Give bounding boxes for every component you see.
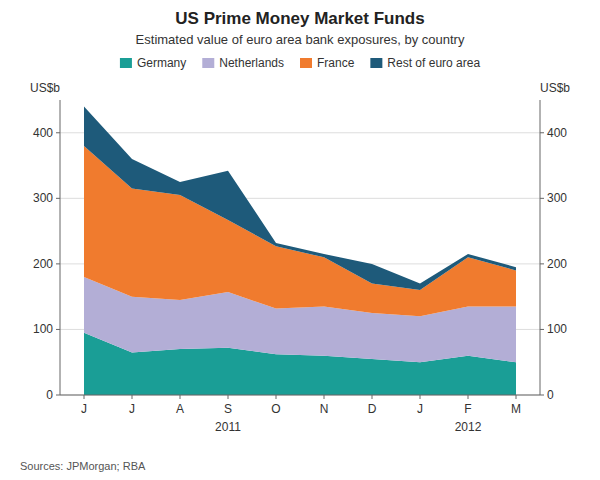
x-tick [324, 395, 325, 399]
x-tick-label: J [417, 402, 423, 416]
legend-item: Netherlands [202, 56, 284, 70]
chart-container: US Prime Money Market Funds Estimated val… [0, 0, 600, 480]
legend-label: France [317, 56, 355, 70]
y2-tick [540, 395, 544, 396]
x-tick-label: A [176, 402, 184, 416]
x-tick [180, 395, 181, 399]
y2-tick [540, 198, 544, 199]
legend-label: Germany [137, 56, 186, 70]
x-tick [228, 395, 229, 399]
y2-tick [540, 329, 544, 330]
legend-swatch [300, 58, 312, 68]
x-tick-label: J [81, 402, 87, 416]
chart-svg: US Prime Money Market Funds Estimated val… [0, 0, 600, 480]
legend-item: Rest of euro area [370, 56, 480, 70]
y-tick [56, 329, 60, 330]
axes: 0 100 200 300 400 0 100 200 300 400 J J A S O N D J F M [33, 100, 567, 416]
source: Sources: JPMorgan; RBA [20, 460, 146, 472]
x-tick-label: J [129, 402, 135, 416]
year-label: 2011 [215, 420, 241, 434]
y2-tick-label: 300 [547, 191, 567, 205]
y2-tick-label: 0 [547, 388, 554, 402]
y2-tick-label: 100 [547, 322, 567, 336]
x-tick [372, 395, 373, 399]
y-tick [56, 395, 60, 396]
x-tick [468, 395, 469, 399]
y2-axis-label: US$b [540, 81, 570, 95]
subtitle: Estimated value of euro area bank exposu… [136, 32, 465, 47]
legend-item: France [300, 56, 355, 70]
y-axis-line [60, 100, 61, 395]
y-tick-label: 200 [33, 257, 53, 271]
y-tick [56, 132, 60, 133]
x-tick-label: F [464, 402, 471, 416]
title: US Prime Money Market Funds [175, 9, 424, 28]
x-tick [276, 395, 277, 399]
x-tick-label: O [271, 402, 280, 416]
legend-label: Rest of euro area [387, 56, 480, 70]
grid-line [60, 132, 540, 133]
x-tick [420, 395, 421, 399]
y2-axis-line [540, 100, 541, 395]
y-axis-label: US$b [30, 81, 60, 95]
legend-label: Netherlands [219, 56, 284, 70]
x-tick-label: M [511, 402, 521, 416]
legend: Germany Netherlands France Rest of euro are… [120, 56, 480, 70]
x-tick [516, 395, 517, 399]
y2-tick-label: 200 [547, 257, 567, 271]
x-tick-label: S [224, 402, 232, 416]
legend-swatch [370, 58, 382, 68]
areas [84, 107, 516, 395]
y-tick [56, 198, 60, 199]
x-tick-label: D [368, 402, 377, 416]
x-tick [132, 395, 133, 399]
area-series [84, 107, 516, 291]
y-tick [56, 263, 60, 264]
legend-swatch [120, 58, 132, 68]
y2-tick-label: 400 [547, 126, 567, 140]
y2-tick [540, 132, 544, 133]
y-tick-label: 300 [33, 191, 53, 205]
y-tick-label: 400 [33, 126, 53, 140]
x-tick-label: N [320, 402, 329, 416]
legend-swatch [202, 58, 214, 68]
y2-tick [540, 263, 544, 264]
year-label: 2012 [455, 420, 482, 434]
x-tick [84, 395, 85, 399]
legend-item: Germany [120, 56, 186, 70]
y-tick-label: 100 [33, 322, 53, 336]
y-tick-label: 0 [46, 388, 53, 402]
